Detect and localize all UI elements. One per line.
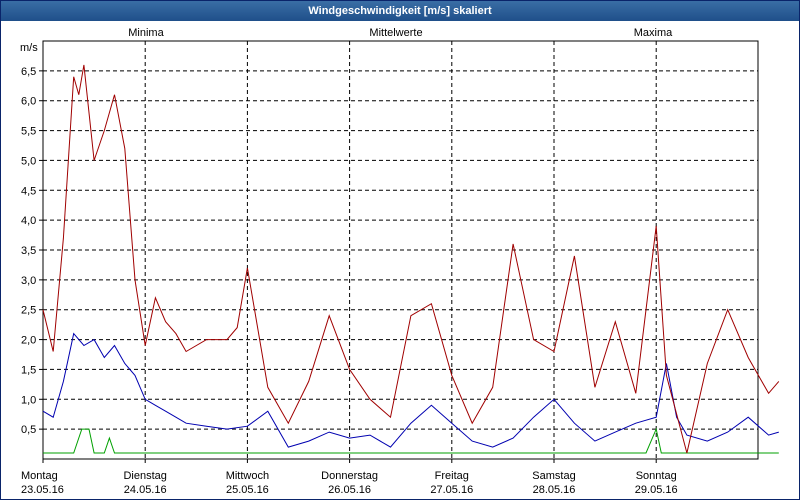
y-tick-label: 6,5	[21, 66, 36, 78]
y-tick-label: 3,0	[21, 275, 36, 287]
x-tick-date-label: 26.05.16	[328, 484, 371, 496]
y-tick-label: 6,0	[21, 96, 36, 108]
x-tick-day-label: Donnerstag	[321, 470, 378, 482]
y-tick-label: 1,5	[21, 364, 36, 376]
x-tick-day-label: Mittwoch	[226, 470, 269, 482]
y-axis-label: m/s	[20, 42, 38, 54]
x-tick-day-label: Freitag	[435, 470, 469, 482]
y-tick-label: 1,0	[21, 394, 36, 406]
x-tick-date-label: 29.05.16	[635, 484, 678, 496]
y-tick-label: 5,5	[21, 126, 36, 138]
series-line-maxima	[42, 64, 780, 454]
legend-minima: Minima	[128, 27, 164, 39]
window-title: Windgeschwindigkeit [m/s] skaliert	[1, 1, 799, 21]
x-tick-day-label: Montag	[21, 470, 58, 482]
x-tick-date-label: 25.05.16	[226, 484, 269, 496]
legend-maxima: Maxima	[634, 27, 673, 39]
series-line-mittelwerte	[42, 332, 779, 448]
y-tick-label: 0,5	[21, 424, 36, 436]
y-tick-label: 4,0	[21, 215, 36, 227]
x-tick-date-label: 23.05.16	[21, 484, 64, 496]
y-tick-label: 5,0	[21, 155, 36, 167]
y-tick-label: 2,5	[21, 305, 36, 317]
x-tick-day-label: Dienstag	[123, 470, 166, 482]
x-tick-date-label: 28.05.16	[533, 484, 576, 496]
x-tick-date-label: 27.05.16	[430, 484, 473, 496]
y-tick-label: 3,5	[21, 245, 36, 257]
x-tick-day-label: Samstag	[532, 470, 575, 482]
plot-frame	[42, 40, 759, 460]
y-tick-label: 4,5	[21, 185, 36, 197]
plot-area	[39, 40, 780, 463]
wind-speed-chart: Minima Mittelwerte Maxima m/s 0,5 1,0 1,5 2…	[1, 21, 799, 499]
legend-mittelwerte: Mittelwerte	[369, 27, 422, 39]
series-line-minima	[43, 427, 779, 454]
x-tick-day-label: Sonntag	[636, 470, 677, 482]
y-tick-label: 2,0	[21, 335, 36, 347]
x-tick-date-label: 24.05.16	[124, 484, 167, 496]
chart-background	[1, 21, 799, 499]
